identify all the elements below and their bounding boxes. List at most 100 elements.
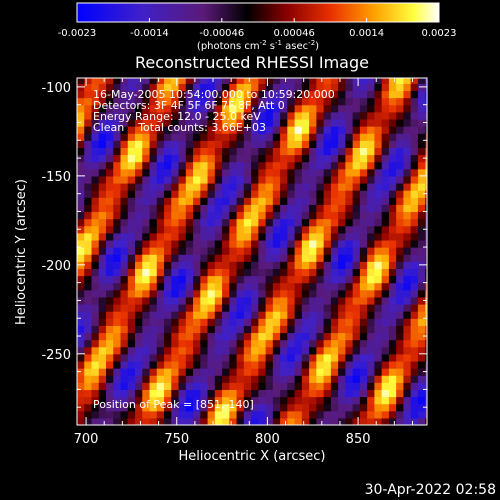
heatmap-cell — [280, 197, 288, 205]
heatmap-cell — [359, 375, 368, 383]
heatmap-cell — [127, 353, 136, 362]
heatmap-cell — [323, 161, 332, 170]
heatmap-cell — [113, 389, 122, 398]
heatmap-cell — [142, 211, 151, 220]
heatmap-cell — [193, 118, 201, 127]
heatmap-cell — [425, 126, 427, 134]
heatmap-cell — [367, 118, 376, 127]
heatmap-cell — [417, 239, 426, 248]
heatmap-cell — [171, 375, 180, 383]
heatmap-cell — [127, 161, 136, 170]
heatmap-cell — [229, 90, 238, 99]
heatmap-cell — [374, 296, 383, 305]
heatmap-cell — [164, 147, 172, 156]
heatmap-cell — [200, 382, 209, 391]
heatmap-cell — [410, 190, 419, 198]
heatmap-cell — [280, 303, 288, 312]
heatmap-cell — [200, 168, 209, 177]
heatmap-cell — [265, 261, 274, 270]
heatmap-cell — [403, 353, 412, 362]
heatmap-cell — [388, 168, 397, 177]
heatmap-cell — [316, 396, 325, 405]
heatmap-cell — [280, 339, 288, 348]
heatmap-cell — [106, 111, 114, 120]
heatmap-cell — [193, 275, 201, 284]
heatmap-cell — [403, 97, 412, 106]
heatmap-cell — [135, 133, 143, 141]
heatmap-cell — [135, 410, 143, 419]
heatmap-cell — [403, 325, 412, 334]
heatmap-cell — [135, 182, 143, 191]
heatmap-cell — [316, 332, 325, 341]
heatmap-cell — [178, 296, 187, 305]
heatmap-cell — [113, 118, 122, 127]
y-tick-label: -250 — [41, 348, 71, 363]
heatmap-cell — [280, 403, 288, 412]
heatmap-cell — [200, 303, 209, 312]
heatmap-cell — [294, 211, 303, 220]
heatmap-cell — [113, 396, 122, 405]
heatmap-cell — [417, 375, 426, 383]
heatmap-cell — [149, 90, 158, 99]
heatmap-cell — [251, 417, 259, 425]
heatmap-cell — [265, 282, 274, 291]
heatmap-cell — [178, 254, 187, 262]
heatmap-cell — [149, 204, 158, 213]
heatmap-cell — [359, 239, 368, 248]
heatmap-cell — [156, 83, 165, 92]
heatmap-cell — [359, 111, 368, 120]
heatmap-cell — [77, 382, 85, 391]
heatmap-cell — [98, 417, 107, 425]
heatmap-cell — [272, 318, 281, 326]
heatmap-cell — [301, 147, 310, 156]
heatmap-cell — [323, 311, 332, 319]
heatmap-cell — [294, 261, 303, 270]
heatmap-cell — [338, 218, 346, 227]
heatmap-cell — [106, 97, 114, 106]
heatmap-cell — [127, 311, 136, 319]
heatmap-cell — [388, 104, 397, 113]
heatmap-cell — [222, 78, 230, 84]
heatmap-cell — [258, 190, 267, 198]
heatmap-cell — [236, 78, 245, 84]
y-tick-label: -100 — [41, 81, 71, 96]
heatmap-cell — [417, 197, 426, 205]
heatmap-cell — [338, 182, 346, 191]
heatmap-cell — [98, 111, 107, 120]
heatmap-cell — [352, 303, 361, 312]
heatmap-cell — [287, 190, 296, 198]
heatmap-cell — [251, 360, 259, 369]
heatmap-cell — [287, 118, 296, 127]
heatmap-cell — [200, 289, 209, 298]
heatmap-cell — [214, 368, 223, 376]
heatmap-cell — [417, 111, 426, 120]
heatmap-cell — [243, 389, 252, 398]
heatmap-cell — [91, 78, 100, 84]
heatmap-cell — [301, 225, 310, 234]
heatmap-cell — [149, 182, 158, 191]
heatmap-cell — [381, 339, 390, 348]
heatmap-cell — [236, 190, 245, 198]
heatmap-cell — [222, 111, 230, 120]
heatmap-cell — [301, 410, 310, 419]
heatmap-cell — [207, 360, 216, 369]
heatmap-cell — [330, 204, 339, 213]
heatmap-cell — [338, 311, 346, 319]
heatmap-cell — [120, 382, 129, 391]
heatmap-cell — [77, 247, 85, 255]
heatmap-cell — [200, 332, 209, 341]
heatmap-cell — [106, 410, 114, 419]
heatmap-cell — [200, 275, 209, 284]
heatmap-cell — [280, 368, 288, 376]
heatmap-cell — [149, 311, 158, 319]
heatmap-cell — [207, 268, 216, 277]
heatmap-cell — [410, 78, 419, 84]
heatmap-cell — [91, 382, 100, 391]
heatmap-cell — [345, 368, 354, 376]
heatmap-cell — [214, 332, 223, 341]
heatmap-cell — [309, 232, 317, 241]
heatmap-cell — [236, 353, 245, 362]
heatmap-cell — [164, 204, 172, 213]
heatmap-cell — [200, 83, 209, 92]
heatmap-cell — [229, 403, 238, 412]
